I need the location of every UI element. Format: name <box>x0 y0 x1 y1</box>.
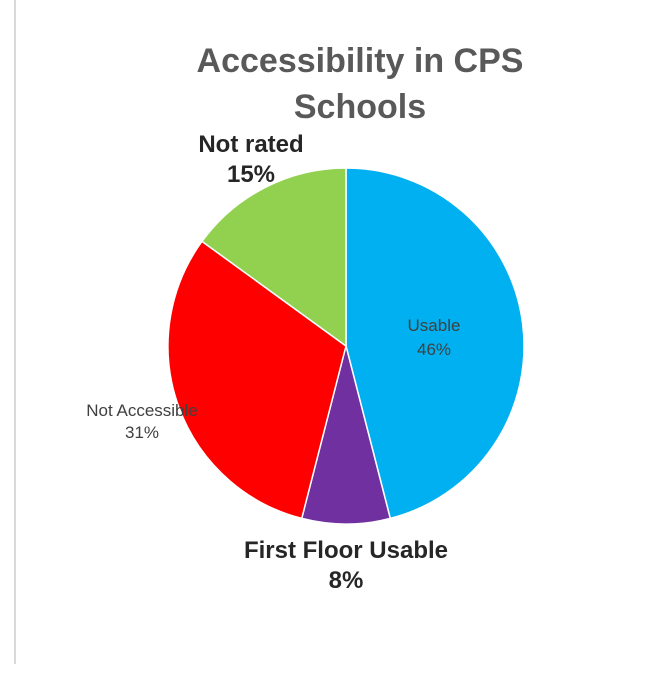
pie-slices <box>167 167 525 525</box>
pie-slice-usable <box>345 167 525 520</box>
pie-labels: Usable 46% First Floor Usable 8% Not Accessi… <box>86 131 460 594</box>
data-label-not-rated: Not rated 15% <box>198 131 303 188</box>
data-label-usable: Usable 46% <box>408 316 461 359</box>
pie-slice-not-rated <box>200 167 347 348</box>
chart-title: Accessibility in CPS Schools <box>196 42 524 126</box>
pie-slice-first-floor-usable <box>300 345 392 525</box>
data-label-not-accessible: Not Accessible 31% <box>86 401 198 442</box>
pie-slice-not-accessible <box>167 240 347 520</box>
chart-border-left <box>14 0 16 664</box>
data-label-first-floor-usable: First Floor Usable 8% <box>244 537 448 594</box>
